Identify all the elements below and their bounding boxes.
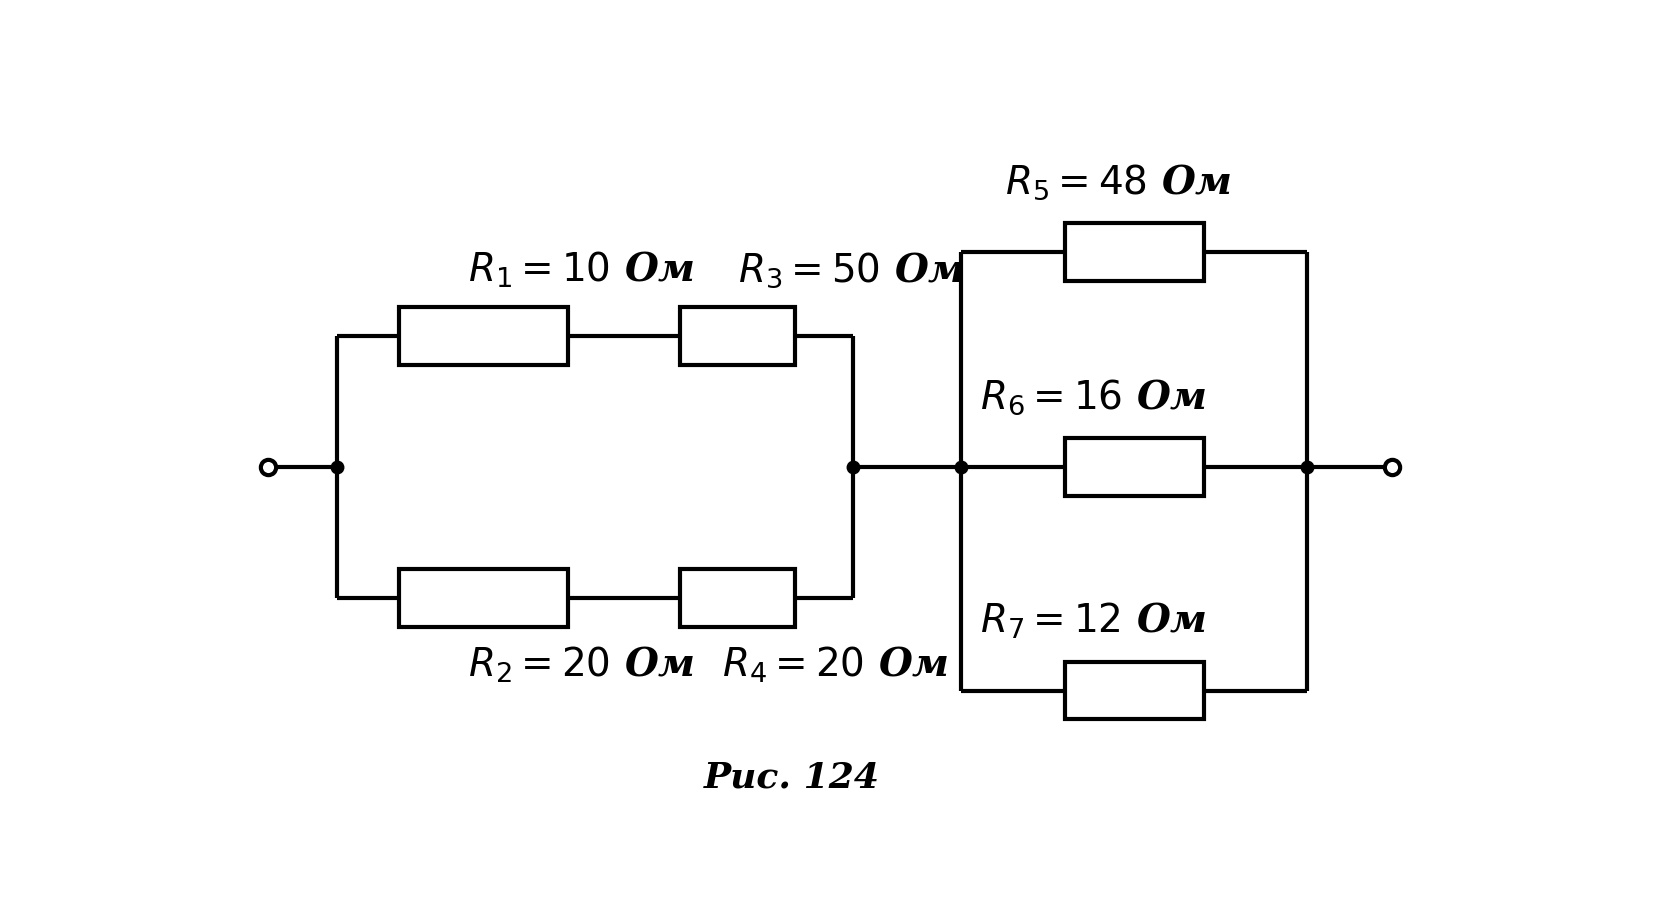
Text: $R_6 = 16$ Ом: $R_6 = 16$ Ом xyxy=(981,378,1207,417)
Bar xyxy=(1064,222,1204,281)
Bar xyxy=(400,569,568,627)
Text: $R_5 = 48$ Ом: $R_5 = 48$ Ом xyxy=(1006,162,1232,201)
Bar xyxy=(680,569,796,627)
Bar xyxy=(1064,662,1204,719)
Text: $R_7 = 12$ Ом: $R_7 = 12$ Ом xyxy=(981,600,1207,641)
Bar xyxy=(680,307,796,366)
Text: $R_2 = 20$ Ом: $R_2 = 20$ Ом xyxy=(468,644,695,685)
Bar xyxy=(1064,438,1204,497)
Bar xyxy=(400,307,568,366)
Text: $R_4 = 20$ Ом: $R_4 = 20$ Ом xyxy=(722,644,949,685)
Text: $R_1 = 10$ Ом: $R_1 = 10$ Ом xyxy=(468,250,695,290)
Text: Рис. 124: Рис. 124 xyxy=(704,761,880,795)
Text: $R_3 = 50$ Ом: $R_3 = 50$ Ом xyxy=(737,250,964,290)
